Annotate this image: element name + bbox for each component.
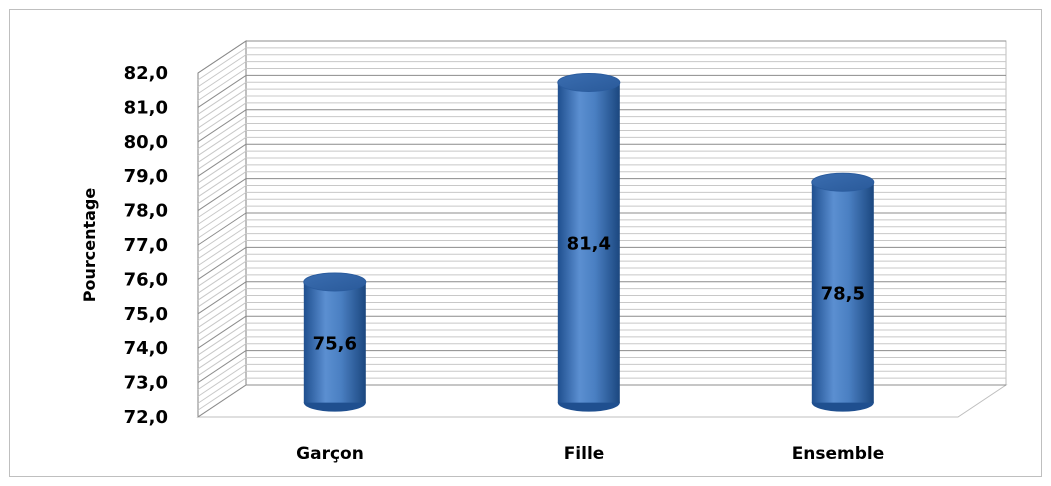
side-gridline (197, 363, 247, 397)
side-gridline (197, 329, 247, 363)
y-tick-label: 80,0 (124, 132, 168, 153)
side-gridline (197, 74, 247, 108)
data-label: 81,4 (567, 234, 611, 255)
category-label: Fille (564, 444, 605, 464)
side-gridline (197, 130, 247, 163)
side-gridline (197, 143, 247, 177)
side-gridline (197, 226, 247, 260)
side-gridline (197, 136, 247, 170)
side-gridline (197, 178, 247, 212)
side-gridline (197, 315, 247, 349)
side-gridline (197, 109, 247, 143)
side-gridline (197, 267, 247, 301)
side-gridline (197, 150, 247, 184)
y-axis-label: Pourcentage (80, 188, 99, 303)
side-gridline (197, 102, 247, 136)
side-gridline (197, 219, 247, 253)
side-gridline (197, 116, 247, 150)
side-gridline (197, 191, 247, 225)
side-gridline (197, 81, 247, 115)
bar-top (811, 172, 875, 192)
y-tick-label: 72,0 (124, 407, 168, 428)
side-gridline (197, 377, 247, 411)
bar-top (557, 72, 621, 92)
y-axis-ticks: 72,0 73,0 74,0 75,0 76,0 77,0 78,0 79,0 80,0 81,0… (124, 63, 168, 428)
side-gridline (197, 61, 247, 95)
side-gridline (197, 246, 247, 280)
y-tick-label: 75,0 (124, 304, 168, 325)
side-gridline (197, 336, 247, 370)
y-tick-label: 73,0 (124, 373, 168, 394)
side-gridline (197, 233, 247, 267)
side-gridline (197, 171, 247, 205)
y-tick-label: 82,0 (124, 63, 168, 84)
bar (811, 182, 874, 403)
data-label: 78,5 (821, 283, 865, 304)
side-gridline (197, 274, 247, 308)
category-label: Ensemble (792, 444, 885, 464)
side-gridline (197, 185, 247, 218)
side-gridline (197, 350, 247, 384)
side-gridline (197, 88, 247, 122)
side-gridline (197, 198, 247, 232)
bar (557, 82, 620, 403)
side-gridline (197, 212, 247, 246)
category-label: Garçon (296, 444, 364, 464)
side-gridline (197, 240, 247, 273)
data-label: 75,6 (313, 333, 357, 354)
side-gridline (197, 68, 247, 101)
side-gridline (197, 253, 247, 287)
side-gridline (197, 308, 247, 342)
y-tick-label: 77,0 (124, 235, 168, 256)
side-gridline (197, 40, 247, 74)
gridlines (197, 40, 1006, 418)
bars: 75,6 81,4 78,5 (303, 72, 875, 412)
side-gridline (197, 47, 247, 81)
side-gridline (197, 288, 247, 322)
side-gridline (197, 295, 247, 328)
bar (303, 281, 366, 403)
bar-top (303, 272, 367, 292)
side-gridline (197, 260, 247, 294)
y-tick-label: 76,0 (124, 269, 168, 290)
side-gridline (197, 281, 247, 315)
y-tick-label: 79,0 (124, 166, 168, 187)
side-gridline (197, 95, 247, 129)
side-gridline (197, 322, 247, 356)
side-gridline (197, 123, 247, 156)
side-gridline (197, 370, 247, 404)
side-gridline (197, 357, 247, 390)
side-gridline (197, 343, 247, 377)
side-gridline (197, 164, 247, 198)
y-tick-label: 74,0 (124, 338, 168, 359)
x-axis-categories: Garçon Fille Ensemble (296, 444, 884, 464)
side-gridline (197, 157, 247, 191)
side-gridline (197, 205, 247, 239)
side-gridline (197, 302, 247, 335)
side-gridline (197, 384, 247, 418)
y-tick-label: 78,0 (124, 201, 168, 222)
y-tick-label: 81,0 (124, 97, 168, 118)
side-gridline (197, 54, 247, 88)
